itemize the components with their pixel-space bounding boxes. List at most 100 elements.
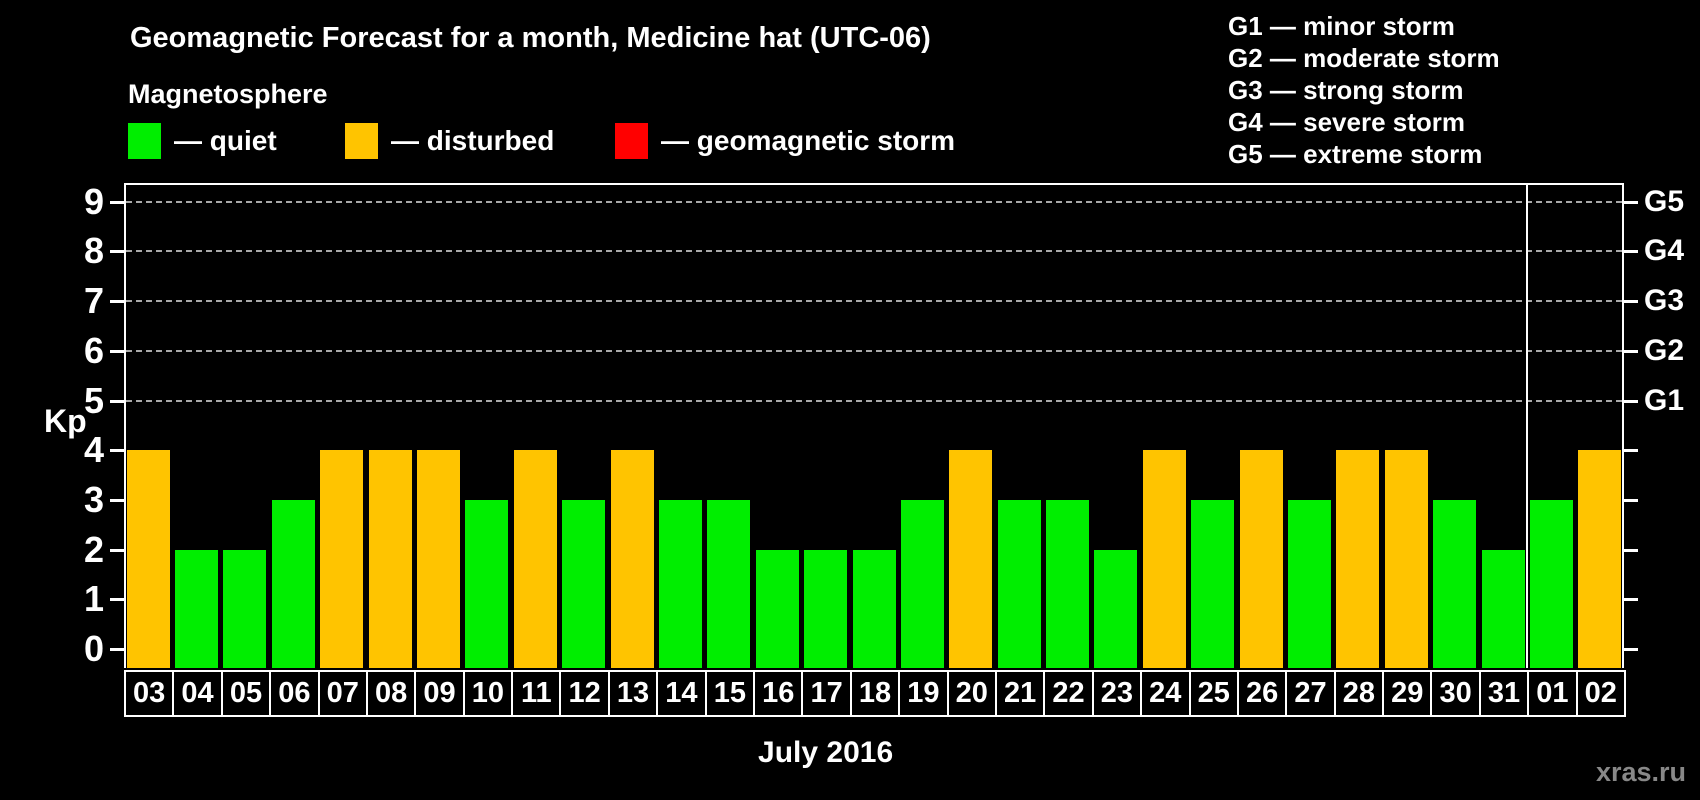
- kp-bar-11: [513, 450, 557, 668]
- y-axis-tick-right-0: [1624, 648, 1638, 651]
- date-label-02: 02: [1575, 670, 1626, 717]
- date-label-17: 17: [801, 670, 852, 717]
- legend-item-disturbed: — disturbed: [345, 122, 554, 160]
- kp-bar-07: [320, 450, 364, 668]
- y-tick-label-3: 3: [83, 478, 104, 520]
- date-label-25: 25: [1188, 670, 1239, 717]
- right-axis-label-g4: G4: [1644, 234, 1685, 268]
- date-label-07: 07: [317, 670, 368, 717]
- kp-bar-17: [804, 549, 848, 668]
- kp-bar-18: [852, 549, 896, 668]
- date-label-04: 04: [172, 670, 223, 717]
- legend-label-quiet: — quiet: [174, 125, 277, 156]
- y-tick-label-6: 6: [83, 329, 104, 371]
- storm-scale-g5: G5 — extreme storm: [1228, 139, 1483, 169]
- date-label-22: 22: [1043, 670, 1094, 717]
- date-label-27: 27: [1285, 670, 1336, 717]
- kp-bar-02: [1578, 450, 1622, 668]
- y-axis-tick-left-4: [110, 449, 124, 453]
- kp-bar-14: [658, 499, 702, 668]
- storm-scale-g4: G4 — severe storm: [1228, 107, 1466, 137]
- kp-bar-08: [368, 450, 412, 668]
- legend-label-storm: — geomagnetic storm: [661, 125, 956, 156]
- kp-bar-24: [1142, 450, 1186, 668]
- plot-border: [124, 183, 1624, 668]
- y-tick-label-1: 1: [83, 578, 104, 620]
- quiet-color-swatch-icon: [128, 123, 161, 159]
- date-label-08: 08: [365, 670, 417, 717]
- date-label-31: 31: [1478, 670, 1530, 717]
- kp-bar-22: [1046, 499, 1090, 668]
- kp-bar-03: [126, 450, 170, 668]
- kp-bar-19: [900, 499, 944, 668]
- y-axis-title: Kp: [44, 403, 87, 440]
- y-axis-tick-left-9: [110, 200, 124, 204]
- kp-bar-04: [175, 549, 219, 668]
- y-tick-label-4: 4: [83, 429, 104, 471]
- date-label-12: 12: [559, 670, 610, 717]
- kp-bar-28: [1336, 450, 1380, 668]
- date-label-18: 18: [849, 670, 901, 717]
- y-axis-tick-right-2: [1624, 548, 1638, 552]
- right-axis-label-g5: G5: [1644, 184, 1685, 218]
- y-axis-tick-right-9: [1624, 200, 1638, 204]
- kp-bar-06: [271, 499, 315, 668]
- y-axis-tick-right-8: [1624, 250, 1638, 254]
- date-label-23: 23: [1091, 670, 1143, 717]
- right-axis-label-g3: G3: [1644, 284, 1685, 318]
- date-label-05: 05: [220, 670, 272, 717]
- legend-item-storm: — geomagnetic storm: [615, 122, 955, 160]
- date-label-28: 28: [1333, 670, 1385, 717]
- date-label-10: 10: [462, 670, 514, 717]
- y-axis-tick-right-4: [1624, 449, 1638, 453]
- kp-bar-16: [755, 549, 799, 668]
- date-label-30: 30: [1430, 670, 1481, 717]
- gridline-kp9: [126, 200, 1622, 203]
- date-label-24: 24: [1140, 670, 1191, 717]
- date-label-13: 13: [607, 670, 659, 717]
- y-axis-tick-right-5: [1624, 399, 1638, 403]
- kp-bar-21: [997, 499, 1041, 668]
- y-axis-tick-left-7: [110, 300, 124, 304]
- date-label-01: 01: [1527, 670, 1578, 717]
- date-label-16: 16: [753, 670, 804, 717]
- y-axis-tick-right-3: [1624, 498, 1638, 502]
- magnetosphere-subtitle: Magnetosphere: [128, 79, 328, 109]
- kp-bar-01: [1529, 499, 1573, 668]
- kp-bar-15: [707, 499, 751, 668]
- date-label-11: 11: [511, 670, 562, 717]
- date-label-15: 15: [704, 670, 756, 717]
- kp-bar-10: [465, 499, 509, 668]
- y-axis-tick-right-7: [1624, 300, 1638, 304]
- right-axis-label-g2: G2: [1644, 333, 1685, 367]
- storm-scale-legend: G1 — minor storm G2 — moderate storm G3 …: [1228, 10, 1500, 170]
- month-separator: [1526, 183, 1529, 668]
- date-label-06: 06: [269, 670, 320, 717]
- date-label-20: 20: [946, 670, 997, 717]
- gridline-kp7: [126, 300, 1622, 303]
- kp-bar-29: [1384, 450, 1428, 668]
- right-axis-label-g1: G1: [1644, 383, 1685, 417]
- y-tick-label-2: 2: [83, 528, 104, 570]
- y-axis-tick-left-8: [110, 250, 124, 254]
- kp-bar-13: [610, 450, 654, 668]
- y-axis-tick-left-3: [110, 498, 124, 502]
- date-label-09: 09: [414, 670, 465, 717]
- y-axis-tick-left-5: [110, 399, 124, 403]
- date-label-03: 03: [124, 670, 175, 717]
- kp-bar-12: [562, 499, 606, 668]
- kp-bar-23: [1094, 549, 1138, 668]
- gridline-kp5: [126, 399, 1622, 402]
- y-tick-label-8: 8: [83, 230, 104, 272]
- gridline-kp6: [126, 349, 1622, 352]
- y-axis-tick-left-0: [110, 648, 124, 651]
- storm-scale-g1: G1 — minor storm: [1228, 11, 1455, 41]
- watermark: xras.ru: [1595, 757, 1686, 787]
- y-axis-tick-left-1: [110, 598, 124, 602]
- kp-bar-20: [949, 450, 993, 668]
- x-axis-month-label: July 2016: [758, 736, 894, 769]
- storm-scale-g3: G3 — strong storm: [1228, 75, 1464, 105]
- y-axis-tick-left-2: [110, 548, 124, 552]
